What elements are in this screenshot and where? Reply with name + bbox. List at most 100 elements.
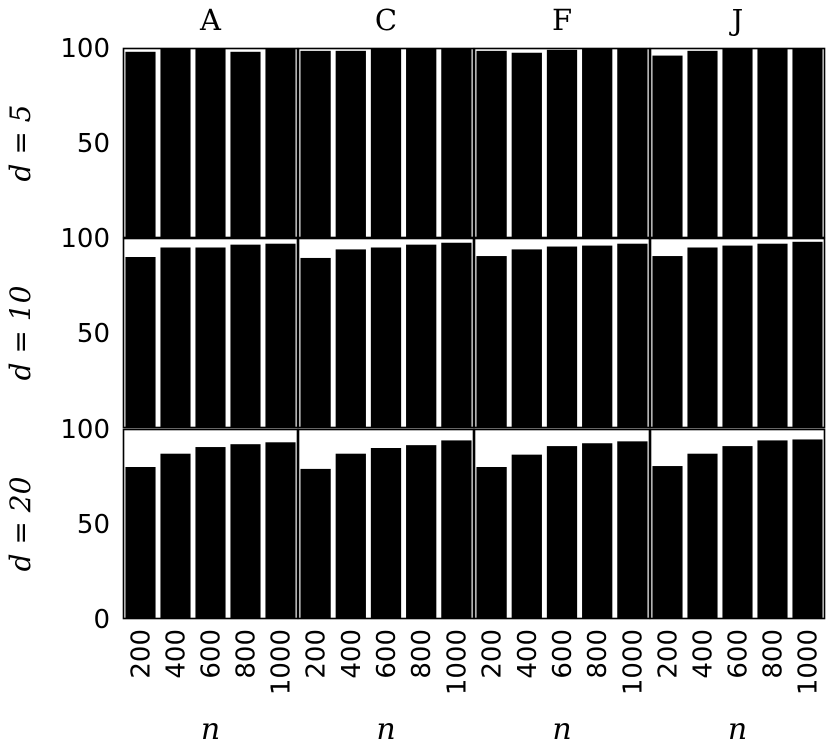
bars-layer (125, 48, 823, 619)
panel-frame-C-row3 (297, 428, 475, 620)
bar-d20-F-n600 (546, 446, 578, 619)
labels-layer: A C F Jd = 5d = 10d = 205010050100050100200… (4, 3, 824, 744)
bar-d10-C-n1000 (441, 242, 472, 428)
x-tick-label-C-400: 400 (337, 629, 367, 679)
bar-d20-A-n400 (160, 453, 191, 619)
panel-frame-F-row3 (473, 428, 651, 620)
bar-d20-C-n400 (335, 453, 366, 619)
bar-d5-C-n600 (370, 48, 402, 238)
x-tick-label-J-1000: 1000 (794, 629, 824, 695)
bar-d10-J-n1000 (792, 241, 823, 428)
bar-d5-J-n400 (687, 50, 718, 238)
bar-d10-A-n600 (195, 247, 226, 428)
y-tick-label-row3-100: 100 (60, 415, 110, 445)
x-tick-label-C-600: 600 (372, 629, 402, 679)
column-title-J: J (729, 3, 744, 37)
bar-d5-C-n1000 (441, 48, 472, 238)
bar-d20-C-n1000 (441, 440, 472, 619)
y-tick-label-row2-50: 50 (77, 319, 110, 349)
panel-frame-J-row3 (649, 428, 826, 620)
bar-d20-J-n1000 (792, 439, 823, 619)
bar-d5-F-n1000 (617, 48, 648, 238)
bar-d20-J-n600 (722, 446, 753, 619)
panel-frame-F-row1 (473, 47, 651, 239)
x-tick-label-F-600: 600 (548, 629, 578, 679)
x-tick-label-C-200: 200 (302, 629, 332, 679)
bar-d5-F-n400 (511, 52, 542, 238)
bar-d10-J-n400 (687, 247, 718, 428)
row-label-2: d = 10 (4, 286, 37, 381)
panel-frame-A-row3 (122, 428, 299, 620)
bar-d5-F-n600 (546, 49, 578, 239)
panel-frame-J-row2 (649, 237, 826, 429)
bar-d5-C-n400 (335, 50, 366, 238)
bar-d10-F-n600 (546, 246, 578, 428)
x-tick-label-A-600: 600 (197, 629, 227, 679)
row-label-3: d = 20 (4, 477, 37, 572)
bar-d20-F-n800 (582, 443, 613, 619)
y-tick-label-row3-0: 0 (93, 605, 110, 635)
bar-d5-J-n200 (652, 55, 683, 238)
x-tick-label-A-200: 200 (127, 629, 157, 679)
bar-d10-C-n200 (300, 257, 331, 428)
bar-d20-C-n200 (300, 468, 331, 619)
x-axis-label-F: n (552, 712, 571, 744)
bar-d5-J-n1000 (792, 48, 823, 238)
panel-frames-layer (122, 47, 826, 620)
bar-d5-J-n600 (722, 48, 753, 238)
panel-frame-C-row2 (297, 237, 475, 429)
y-tick-label-row1-50: 50 (77, 129, 110, 159)
panel-frame-A-row1 (122, 47, 299, 239)
bar-d5-A-n200 (125, 51, 156, 238)
bar-d20-A-n200 (125, 467, 156, 619)
bar-d5-F-n800 (582, 48, 613, 238)
bar-d10-C-n400 (335, 249, 366, 428)
x-tick-label-F-1000: 1000 (618, 629, 648, 695)
bar-d20-J-n800 (757, 440, 788, 619)
bar-d5-C-n800 (406, 48, 437, 238)
bar-d10-F-n400 (511, 249, 542, 428)
x-axis-label-J: n (728, 712, 747, 744)
bar-d10-C-n800 (406, 244, 437, 428)
x-axis-label-A: n (201, 712, 220, 744)
bar-d10-A-n800 (230, 244, 261, 428)
x-tick-label-F-200: 200 (478, 629, 508, 679)
y-tick-label-row2-100: 100 (60, 224, 110, 254)
x-tick-label-A-800: 800 (232, 629, 262, 679)
panel-frame-C-row1 (297, 47, 475, 239)
y-tick-label-row1-100: 100 (60, 34, 110, 64)
bar-d10-J-n600 (722, 245, 753, 428)
bar-d10-J-n800 (757, 243, 788, 428)
bar-d20-A-n600 (195, 447, 226, 619)
panel-frame-A-row2 (122, 237, 299, 429)
x-tick-label-A-1000: 1000 (267, 629, 297, 695)
bar-d10-A-n400 (160, 247, 191, 428)
bar-d20-F-n1000 (617, 441, 648, 619)
row-label-1: d = 5 (4, 105, 37, 182)
bar-d10-F-n800 (582, 245, 613, 428)
bar-d20-J-n200 (652, 466, 683, 619)
x-tick-label-C-1000: 1000 (442, 629, 472, 695)
bar-d20-A-n1000 (265, 442, 296, 619)
bar-d20-J-n400 (687, 453, 718, 619)
column-title-A: A (199, 3, 222, 37)
bar-d10-F-n1000 (617, 243, 648, 428)
x-tick-label-J-600: 600 (724, 629, 754, 679)
bar-d10-J-n200 (652, 256, 683, 428)
bar-d20-F-n200 (476, 467, 507, 619)
x-tick-label-F-800: 800 (583, 629, 613, 679)
bar-d5-A-n800 (230, 51, 261, 238)
bar-d10-C-n600 (370, 247, 402, 428)
x-tick-label-J-400: 400 (689, 629, 719, 679)
y-tick-label-row3-50: 50 (77, 510, 110, 540)
x-tick-label-J-200: 200 (654, 629, 684, 679)
bar-d5-C-n200 (300, 50, 331, 238)
bar-d5-A-n400 (160, 48, 191, 238)
x-tick-label-C-800: 800 (407, 629, 437, 679)
bar-d20-C-n600 (370, 448, 402, 619)
bar-d20-C-n800 (406, 445, 437, 619)
bar-d20-A-n800 (230, 444, 261, 619)
x-tick-label-F-400: 400 (513, 629, 543, 679)
panel-frame-J-row1 (649, 47, 826, 239)
